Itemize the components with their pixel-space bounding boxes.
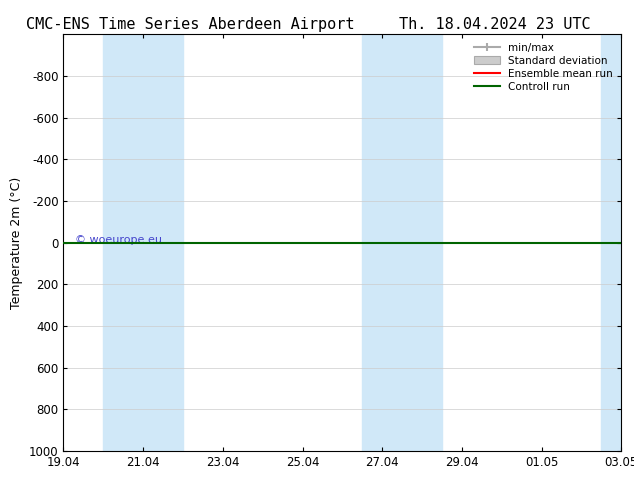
Legend: min/max, Standard deviation, Ensemble mean run, Controll run: min/max, Standard deviation, Ensemble me…	[470, 40, 616, 95]
Y-axis label: Temperature 2m (°C): Temperature 2m (°C)	[10, 176, 23, 309]
Bar	[103, 34, 183, 451]
Text: © woeurope.eu: © woeurope.eu	[75, 235, 162, 245]
Text: Th. 18.04.2024 23 UTC: Th. 18.04.2024 23 UTC	[399, 17, 590, 32]
Text: CMC-ENS Time Series Aberdeen Airport: CMC-ENS Time Series Aberdeen Airport	[26, 17, 354, 32]
Bar	[602, 34, 621, 451]
Bar	[362, 34, 442, 451]
